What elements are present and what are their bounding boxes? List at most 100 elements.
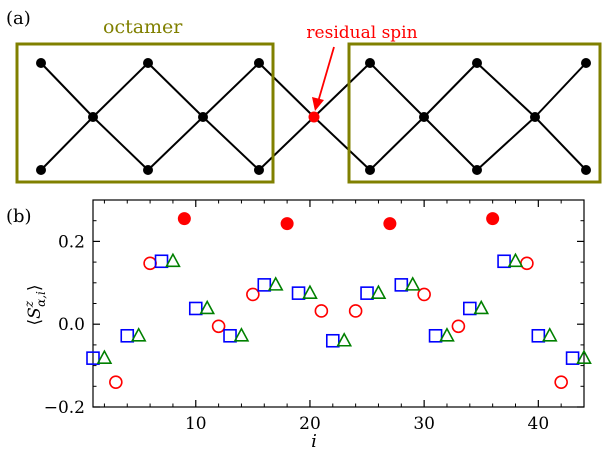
data-point-open-circle: [143, 256, 157, 271]
x-axis-label: i: [311, 431, 317, 451]
lattice-bond: [92, 62, 149, 118]
data-point-open-circle: [451, 319, 466, 334]
residual-spin-label: residual spin: [306, 23, 417, 43]
x-tick-label: 40: [528, 414, 550, 434]
octamer-box: [15, 42, 275, 184]
data-point-open-triangle: [404, 276, 421, 291]
lattice-bond: [202, 116, 260, 171]
octamer-boxes: [15, 42, 602, 184]
octamer-box: [347, 42, 602, 184]
lattice-bond: [534, 62, 587, 118]
data-point-open-triangle: [541, 327, 558, 342]
data-point-open-square: [531, 328, 546, 343]
lattice-site: [581, 58, 591, 68]
data-point-open-triangle: [96, 349, 113, 364]
series-open-triangle: [96, 252, 592, 364]
lattice-site: [143, 165, 153, 175]
data-point-open-triangle: [233, 327, 250, 342]
lattice-bond: [147, 116, 204, 171]
data-point-open-circle: [417, 287, 431, 302]
data-point-filled-circle: [383, 217, 397, 231]
data-point-open-square: [223, 328, 237, 343]
data-point-open-triangle: [439, 327, 455, 342]
data-point-open-square: [120, 328, 135, 343]
lattice-site: [254, 165, 264, 175]
y-tick-label: 0.0: [58, 315, 85, 335]
residual-arrow-head: [312, 97, 324, 111]
data-point-open-square: [291, 286, 306, 300]
data-point-open-square: [565, 351, 580, 365]
data-point-open-square: [257, 278, 272, 292]
lattice-site: [254, 58, 264, 68]
spin-expectation-chart: (b) 10 20 30 40 −0.2 0.0 0.2 i ⟨Szα,i⟩: [6, 199, 592, 451]
lattice-bond: [313, 62, 371, 118]
data-point-open-square: [325, 333, 340, 348]
lattice-bond: [476, 62, 536, 118]
data-point-open-square: [394, 278, 409, 292]
lattice-site: [365, 58, 375, 68]
lattice-bond: [202, 62, 260, 118]
data-point-open-square: [497, 254, 511, 269]
data-point-open-triangle: [199, 299, 216, 315]
lattice-bond: [423, 116, 478, 171]
lattice-site: [530, 112, 540, 122]
panel-a-label: (a): [6, 8, 31, 29]
series-layer: [86, 212, 592, 389]
lattice-bond: [40, 62, 94, 118]
lattice-bond: [369, 62, 425, 118]
chart-frame: [92, 199, 585, 408]
y-tick-label: −0.2: [44, 398, 85, 418]
lattice-bond: [258, 116, 315, 171]
lattice-bond: [40, 116, 94, 171]
data-point-open-triangle: [507, 252, 524, 268]
data-point-open-triangle: [267, 276, 284, 291]
lattice-bond: [92, 116, 149, 171]
lattice-bond: [476, 116, 536, 171]
lattice-sites: [36, 58, 591, 175]
lattice-diagram: (a) octamer residual spin: [6, 8, 602, 184]
data-point-open-square: [188, 301, 203, 316]
lattice-site: [143, 58, 153, 68]
series-filled-circle: [177, 212, 500, 231]
lattice-bonds: [40, 62, 587, 171]
series-open-square: [86, 254, 580, 365]
data-point-open-square: [463, 301, 477, 316]
lattice-site: [36, 58, 46, 68]
x-axis-ticks: 10 20 30 40: [185, 200, 549, 434]
data-point-open-triangle: [576, 349, 592, 364]
data-point-open-circle: [211, 319, 226, 334]
data-point-open-circle: [109, 375, 123, 389]
data-point-filled-circle: [486, 212, 500, 226]
y-axis-label: ⟨Szα,i⟩: [22, 284, 48, 325]
lattice-bond: [423, 62, 478, 118]
lattice-site: [472, 165, 482, 175]
lattice-site: [198, 112, 208, 122]
data-point-open-circle: [554, 375, 568, 389]
lattice-site: [472, 58, 482, 68]
data-point-filled-circle: [177, 212, 191, 226]
residual-arrow-shaft: [317, 46, 335, 103]
data-point-open-triangle: [302, 284, 318, 299]
data-point-open-triangle: [165, 252, 181, 268]
data-point-filled-circle: [280, 217, 294, 231]
lattice-site: [365, 165, 375, 175]
y-axis-label-text: ⟨Szα,i⟩: [22, 284, 48, 325]
data-point-open-circle: [314, 304, 329, 318]
data-point-open-triangle: [336, 332, 353, 347]
lattice-bond: [369, 116, 425, 171]
lattice-site: [581, 165, 591, 175]
octamer-label: octamer: [103, 16, 183, 38]
data-point-open-circle: [348, 304, 363, 318]
data-point-open-square: [360, 286, 374, 300]
data-point-open-square: [154, 254, 169, 269]
data-point-open-triangle: [130, 327, 147, 342]
data-point-open-square: [428, 328, 443, 343]
data-point-open-triangle: [473, 299, 490, 315]
panel-b-label: (b): [6, 206, 32, 227]
residual-spin-site: [308, 111, 320, 123]
y-axis-ticks: −0.2 0.0 0.2: [44, 232, 584, 418]
x-tick-label: 10: [185, 414, 207, 434]
lattice-site: [88, 112, 98, 122]
lattice-bond: [147, 62, 204, 118]
x-tick-label: 30: [413, 414, 435, 434]
